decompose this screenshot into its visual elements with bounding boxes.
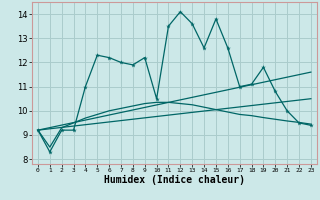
X-axis label: Humidex (Indice chaleur): Humidex (Indice chaleur) xyxy=(104,175,245,185)
